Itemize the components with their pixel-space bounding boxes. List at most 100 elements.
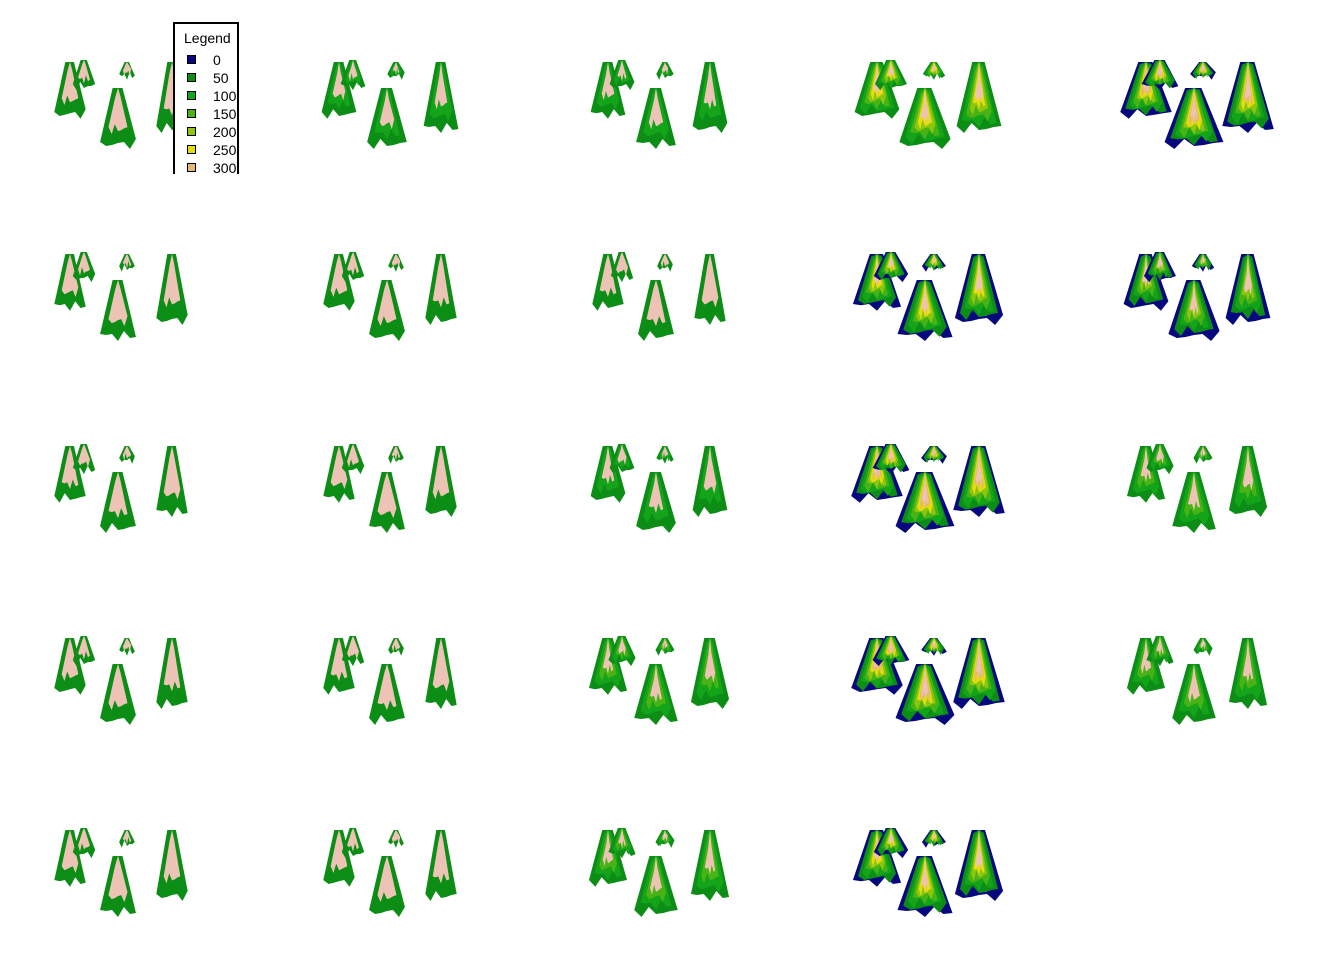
terrain-band [122,638,132,653]
terrain-peak [897,856,953,917]
terrain-peak [119,446,135,464]
terrain-peak [100,664,136,725]
terrain-band [1157,252,1163,272]
terrain-band [662,830,668,843]
terrain-peak [425,830,457,901]
terrain-panel [538,192,807,384]
terrain-peak [156,254,188,325]
terrain-peak [425,638,457,709]
legend-item: 200 [187,125,239,143]
terrain-panel [269,384,538,576]
terrain-peak [656,446,674,464]
terrain-band [661,446,669,460]
terrain-peak [323,830,355,887]
terrain-plot [592,252,726,341]
terrain-band [932,62,936,75]
terrain-peak [388,638,404,656]
legend-item: 150 [187,107,239,125]
terrain-peak [690,830,730,901]
terrain-plot [323,444,457,533]
terrain-band [921,856,929,892]
terrain-peak [156,830,188,901]
legend-swatch [187,55,196,64]
terrain-band [347,828,359,852]
terrain-peak [72,636,96,667]
terrain-peak [1225,254,1271,325]
terrain-band [703,446,717,494]
terrain-peak [895,664,955,725]
terrain-plot [1120,60,1274,149]
terrain-peak [954,830,1004,901]
terrain-plot [54,828,188,917]
terrain-peak [54,446,86,503]
terrain-band [888,60,894,80]
terrain-plot [1126,444,1268,533]
terrain-peak [1126,638,1166,695]
terrain-peak [875,60,907,91]
terrain-band [1201,62,1205,75]
terrain-peak [851,446,903,503]
legend-swatch [187,127,196,136]
terrain-peak [369,856,405,917]
terrain-peak [323,254,355,311]
terrain-peak [872,636,910,667]
terrain-band [61,830,79,873]
terrain-band [163,254,181,308]
terrain-band [391,830,401,845]
terrain-peak [694,254,726,325]
terrain-band [432,830,450,884]
terrain-band [932,830,936,843]
terrain-peak [588,830,628,887]
terrain-peak [657,254,673,272]
terrain-peak [369,472,405,533]
terrain-band [122,446,132,461]
terrain-panel [1076,192,1344,384]
terrain-peak [1193,638,1213,656]
terrain-band [602,638,614,675]
terrain-band [975,62,983,104]
terrain-band [888,252,894,271]
terrain-peak [341,636,365,667]
terrain-band [1242,638,1254,683]
terrain-peak [590,62,626,119]
terrain-plot [323,828,457,917]
terrain-peak [1146,444,1174,475]
terrain-peak [341,828,365,859]
terrain-plot [323,636,457,725]
terrain-panel [269,576,538,768]
terrain-peak [1164,88,1224,149]
terrain-peak [340,60,366,91]
terrain-band [108,664,128,711]
terrain-peak [1190,62,1216,80]
terrain-panel [0,192,269,384]
terrain-panel [269,768,538,960]
terrain-peak [873,828,909,859]
terrain-band [330,638,348,681]
legend-swatch [187,91,196,100]
terrain-band [122,830,132,845]
terrain-peak [634,856,678,917]
terrain-peak [323,446,355,503]
terrain-peak [638,280,674,341]
terrain-band [618,636,626,657]
terrain-band [617,60,627,82]
terrain-band [1140,446,1152,483]
terrain-peak [54,638,86,695]
legend-label: 200 [213,124,237,140]
terrain-panel [0,576,269,768]
terrain-peak [592,254,624,311]
terrain-panel [807,384,1076,576]
terrain-band [1157,60,1163,79]
terrain-peak [897,280,953,341]
terrain-peak [1168,280,1220,341]
terrain-band [1188,664,1200,703]
terrain-peak [100,280,136,341]
legend-box: Legend 0 50 100 150 200 250 300 [173,22,239,175]
terrain-plot [588,828,730,917]
terrain-band [650,856,662,895]
terrain-band [61,446,79,489]
terrain-peak [655,830,675,848]
terrain-band [163,830,181,884]
terrain-peak [922,62,946,80]
terrain-peak [423,62,459,133]
